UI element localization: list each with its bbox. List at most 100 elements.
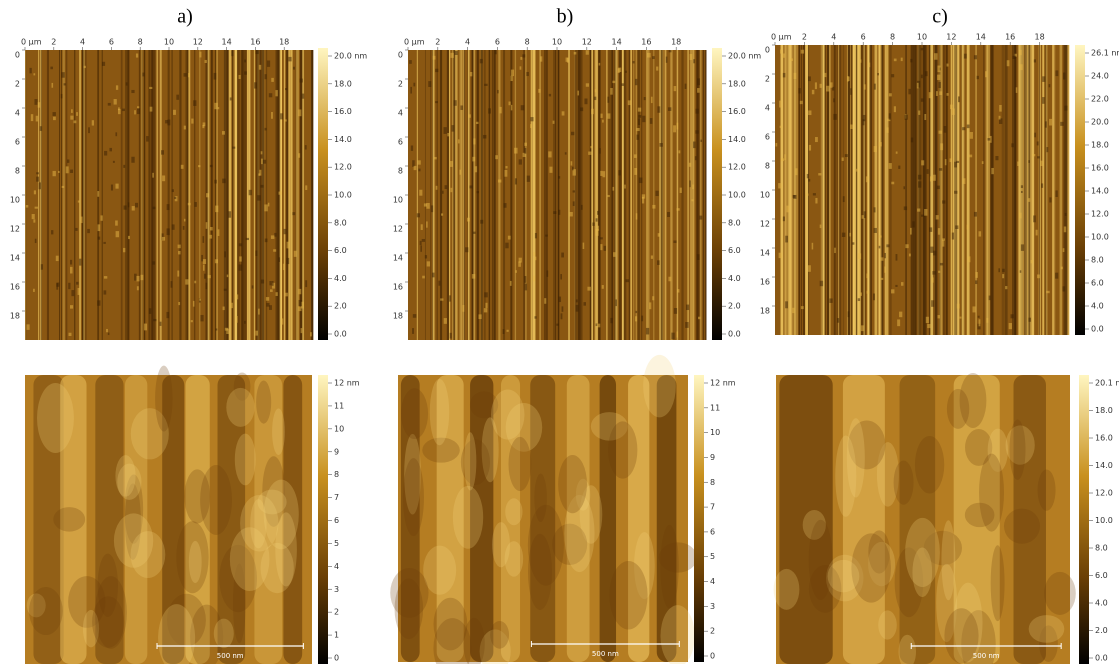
- grain: [503, 203, 507, 208]
- grain: [459, 169, 462, 175]
- stripe: [822, 45, 825, 335]
- stripe: [151, 50, 154, 340]
- grain: [426, 261, 431, 267]
- colorbar-label: 0.0: [728, 330, 741, 339]
- stripe: [545, 50, 548, 340]
- ridge: [470, 375, 494, 662]
- grain: [522, 54, 526, 58]
- grain: [522, 152, 526, 158]
- grain: [77, 287, 80, 295]
- y-tick-label: 16: [760, 278, 770, 287]
- grain: [191, 118, 194, 124]
- grain: [226, 387, 255, 427]
- grain: [239, 256, 242, 262]
- stripe: [850, 45, 854, 335]
- grain: [560, 313, 563, 320]
- grain: [40, 264, 44, 270]
- stripe: [214, 50, 216, 340]
- grain: [258, 308, 260, 315]
- grain: [652, 204, 656, 209]
- stripe: [199, 50, 201, 340]
- grain: [115, 220, 118, 226]
- colorbar-label: 6: [334, 516, 339, 525]
- grain: [137, 108, 141, 115]
- grain: [927, 323, 931, 329]
- grain: [34, 99, 38, 105]
- stripe: [957, 45, 960, 335]
- grain: [676, 331, 679, 338]
- grain: [877, 73, 879, 76]
- grain: [979, 453, 1005, 532]
- colorbar-label: 10.0: [334, 191, 352, 200]
- grain: [481, 417, 499, 483]
- grain: [454, 51, 458, 55]
- grain: [941, 520, 956, 601]
- grain: [273, 249, 277, 252]
- grain: [815, 137, 818, 143]
- grain: [100, 215, 103, 221]
- grain: [57, 170, 60, 173]
- stripe: [128, 50, 130, 340]
- grain: [924, 71, 928, 77]
- grain: [305, 185, 308, 190]
- grain: [782, 216, 785, 222]
- grain: [598, 62, 601, 66]
- stripe: [275, 50, 278, 340]
- stripe: [653, 50, 655, 340]
- grain: [627, 100, 632, 106]
- grain: [924, 114, 927, 121]
- stripe: [574, 50, 577, 340]
- colorbar-label: 16.0: [728, 107, 746, 116]
- grain: [222, 178, 226, 184]
- grain: [39, 126, 43, 131]
- stripe: [1012, 45, 1014, 335]
- grain: [599, 237, 603, 240]
- stripe: [510, 50, 512, 340]
- grain: [284, 119, 287, 122]
- stripe: [579, 50, 581, 340]
- grain: [779, 125, 782, 128]
- grain: [233, 372, 251, 401]
- stripe: [301, 50, 304, 340]
- grain: [418, 168, 421, 172]
- grain: [410, 86, 412, 94]
- stripe: [637, 50, 640, 340]
- grain: [266, 60, 271, 67]
- grain: [483, 308, 488, 313]
- stripe: [453, 50, 455, 340]
- grain: [401, 388, 429, 440]
- stripe: [473, 50, 476, 340]
- x-tick-label: 14: [222, 38, 232, 47]
- grain: [824, 72, 827, 78]
- grain: [671, 332, 675, 340]
- grain: [280, 113, 284, 120]
- grain: [271, 77, 274, 82]
- grain: [271, 281, 274, 286]
- stripe: [557, 50, 560, 340]
- grain: [677, 289, 680, 293]
- grain: [549, 166, 553, 173]
- colorbar-label: 8.0: [1091, 256, 1104, 265]
- grain: [595, 218, 598, 222]
- grain: [300, 328, 303, 334]
- grain: [232, 146, 236, 149]
- grain: [165, 120, 169, 124]
- grain: [936, 185, 940, 190]
- grain: [494, 50, 497, 55]
- grain: [1046, 147, 1049, 153]
- grain: [288, 56, 292, 62]
- grain: [449, 161, 453, 167]
- grain: [634, 532, 655, 600]
- grain: [174, 196, 177, 199]
- colorbar-label: 4.0: [334, 274, 347, 283]
- grain: [860, 325, 865, 332]
- grain: [238, 74, 241, 79]
- grain: [958, 96, 960, 103]
- grain: [538, 88, 541, 93]
- colorbar-label: 22.0: [1091, 95, 1109, 104]
- stripe: [531, 50, 533, 340]
- grain: [981, 161, 984, 164]
- stripe: [939, 45, 941, 335]
- grain: [558, 454, 587, 514]
- grain: [36, 172, 39, 175]
